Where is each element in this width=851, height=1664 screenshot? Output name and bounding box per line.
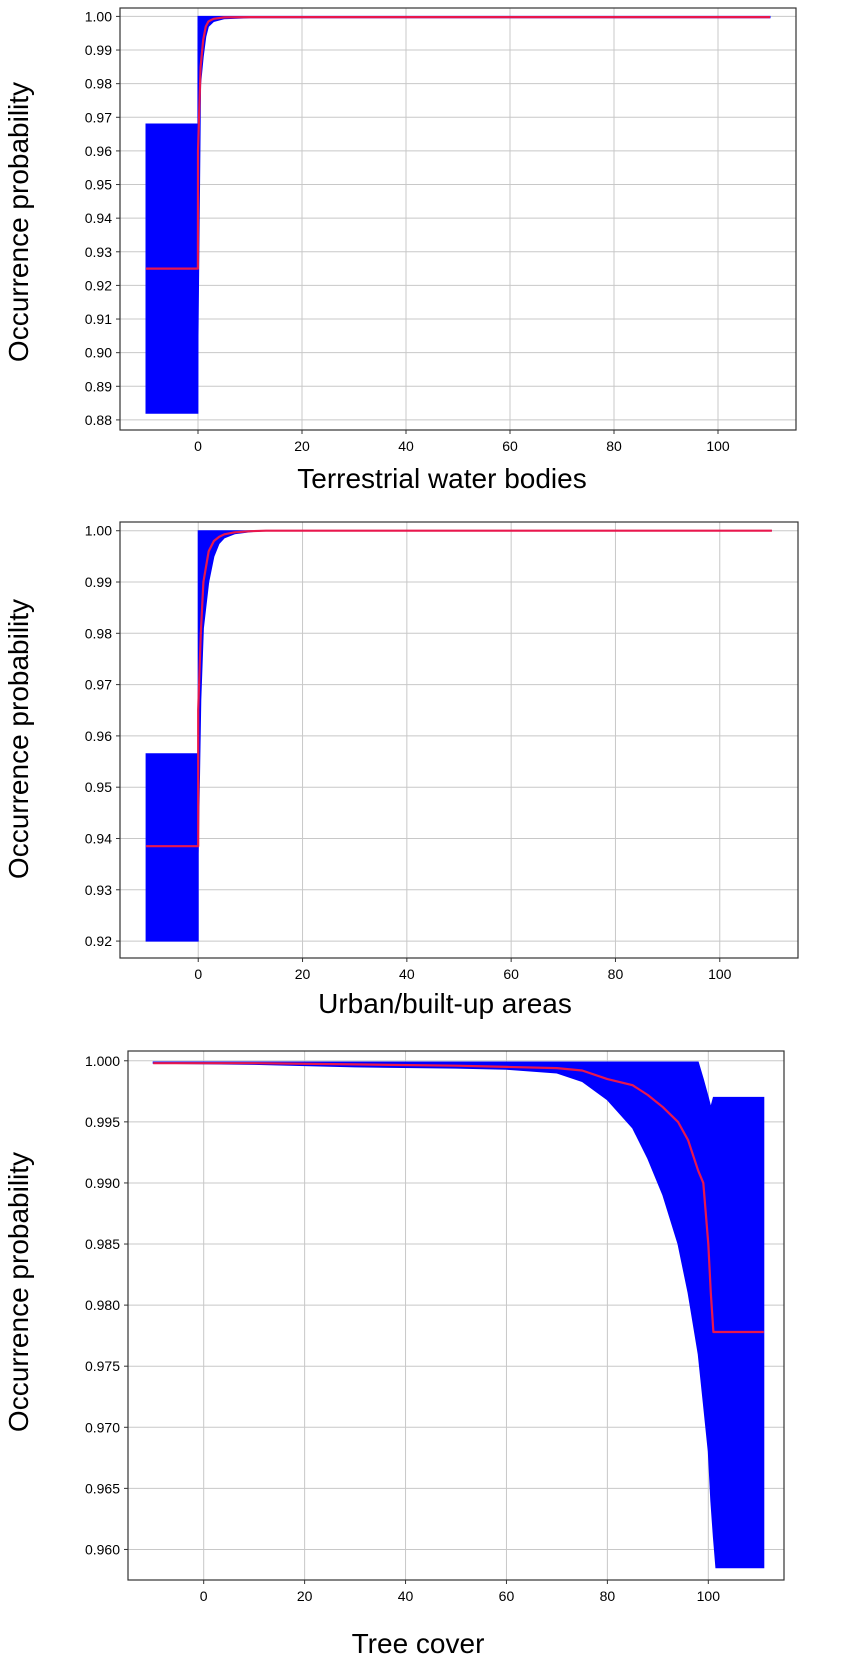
y-axis-title: Occurrence probability [3, 599, 34, 879]
chart-panel-urban: 0.92 0.93 0.94 0.95 0.96 0.97 0.98 0.99 1.00 0 20… [0, 510, 851, 1038]
x-tick-label: 20 [297, 1588, 313, 1604]
confidence-band [145, 15, 771, 414]
x-tick-labels: 0 20 40 60 80 100 [194, 966, 731, 982]
plot-frame [119, 7, 797, 431]
x-tick-label: 40 [399, 966, 415, 982]
y-tick-label: 0.985 [85, 1236, 120, 1252]
confidence-band-layer [145, 15, 771, 414]
y-tick-label: 0.97 [85, 677, 112, 693]
y-axis-title: Occurrence probability [3, 82, 34, 362]
y-tick-label: 0.98 [85, 76, 112, 92]
x-tick-label: 0 [200, 1588, 208, 1604]
chart-tree-svg: 0.960 0.965 0.970 0.975 0.980 0.985 0.990 0.995… [3, 1050, 785, 1659]
y-tick-label: 0.995 [85, 1114, 120, 1130]
y-tick-label: 1.000 [85, 1053, 120, 1069]
x-axis-title: Urban/built-up areas [318, 988, 572, 1019]
grid-lines [120, 8, 796, 430]
y-tick-label: 0.94 [85, 210, 112, 226]
x-tick-label: 40 [398, 438, 414, 454]
y-tick-label: 0.93 [85, 244, 112, 260]
y-tick-labels: 0.960 0.965 0.970 0.975 0.980 0.985 0.990 0.995… [85, 1053, 120, 1558]
y-tick-label: 0.96 [85, 728, 112, 744]
x-tick-label: 0 [194, 966, 202, 982]
plot-frame-layer [116, 7, 797, 434]
y-tick-label: 0.975 [85, 1358, 120, 1374]
chart-panel-water: 0.88 0.89 0.90 0.91 0.92 0.93 0.94 0.95 0.96 0.97… [0, 0, 851, 510]
plot-frame-layer [124, 1050, 785, 1584]
mean-line-layer [146, 16, 770, 270]
y-tick-label: 0.90 [85, 345, 112, 361]
x-axis-title: Terrestrial water bodies [297, 463, 586, 494]
x-tick-label: 80 [606, 438, 622, 454]
plot-frame [119, 521, 799, 959]
y-tick-label: 0.94 [85, 830, 112, 846]
grid-lines [120, 522, 798, 958]
mean-response-line [146, 529, 772, 848]
chart-urban-svg: 0.92 0.93 0.94 0.95 0.96 0.97 0.98 0.99 1.00 0 20… [3, 521, 799, 1019]
y-tick-label: 1.00 [85, 523, 112, 539]
y-tick-label: 0.96 [85, 143, 112, 159]
y-tick-label: 0.99 [85, 574, 112, 590]
y-tick-label: 0.92 [85, 933, 112, 949]
y-tick-label: 0.98 [85, 625, 112, 641]
y-tick-label: 0.93 [85, 882, 112, 898]
y-tick-label: 0.990 [85, 1175, 120, 1191]
plot-frame-layer [116, 521, 799, 962]
y-tick-label: 1.00 [85, 8, 112, 24]
y-tick-labels: 0.92 0.93 0.94 0.95 0.96 0.97 0.98 0.99 1.00 [85, 523, 112, 949]
x-axis-title: Tree cover [352, 1628, 485, 1659]
y-tick-label: 0.97 [85, 109, 112, 125]
y-tick-label: 0.88 [85, 412, 112, 428]
y-tick-label: 0.95 [85, 177, 112, 193]
confidence-band-layer [152, 1061, 765, 1569]
y-tick-label: 0.970 [85, 1419, 120, 1435]
x-tick-labels: 0 20 40 60 80 100 [194, 438, 730, 454]
x-tick-label: 60 [499, 1588, 515, 1604]
x-tick-label: 20 [294, 438, 310, 454]
x-tick-label: 60 [502, 438, 518, 454]
chart-water-svg: 0.88 0.89 0.90 0.91 0.92 0.93 0.94 0.95 0.96 0.97… [3, 7, 797, 494]
y-axis-title: Occurrence probability [3, 1152, 34, 1432]
x-tick-label: 100 [697, 1588, 721, 1604]
y-tick-label: 0.91 [85, 311, 112, 327]
confidence-band [152, 1061, 765, 1569]
y-tick-label: 0.92 [85, 277, 112, 293]
x-tick-label: 80 [608, 966, 624, 982]
x-tick-label: 20 [295, 966, 311, 982]
y-tick-label: 0.965 [85, 1480, 120, 1496]
x-tick-label: 100 [708, 966, 732, 982]
mean-line-layer [146, 529, 772, 848]
mean-response-line [153, 1062, 764, 1334]
chart-panel-tree: 0.960 0.965 0.970 0.975 0.980 0.985 0.990 0.995… [0, 1038, 851, 1664]
y-tick-labels: 0.88 0.89 0.90 0.91 0.92 0.93 0.94 0.95 0.96 0.97… [85, 8, 112, 428]
y-tick-label: 0.89 [85, 378, 112, 394]
x-tick-label: 80 [600, 1588, 616, 1604]
x-tick-labels: 0 20 40 60 80 100 [200, 1588, 720, 1604]
x-tick-label: 40 [398, 1588, 414, 1604]
x-tick-label: 60 [503, 966, 519, 982]
x-tick-label: 100 [706, 438, 730, 454]
plot-frame [127, 1050, 785, 1581]
y-tick-label: 0.980 [85, 1297, 120, 1313]
y-tick-label: 0.95 [85, 779, 112, 795]
mean-response-line [146, 16, 770, 270]
y-tick-label: 0.99 [85, 42, 112, 58]
mean-line-layer [153, 1062, 764, 1334]
y-tick-label: 0.960 [85, 1541, 120, 1557]
x-tick-label: 0 [194, 438, 202, 454]
